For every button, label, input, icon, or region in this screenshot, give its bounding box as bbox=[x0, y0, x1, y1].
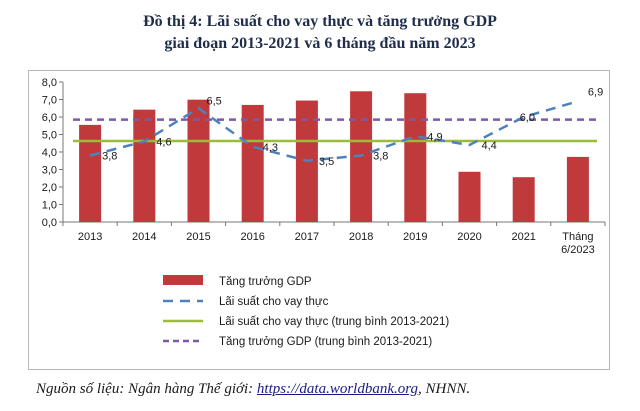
x-tick-label: 2017 bbox=[295, 231, 319, 243]
real-rate-data-label: 4,3 bbox=[263, 142, 278, 154]
x-tick-label: 2018 bbox=[349, 231, 373, 243]
y-tick-label: 6,0 bbox=[42, 112, 57, 124]
gdp-bar bbox=[458, 171, 481, 222]
y-tick-label: 3,0 bbox=[42, 165, 57, 177]
x-tick-label: 2021 bbox=[511, 231, 535, 243]
y-tick-label: 1,0 bbox=[42, 200, 57, 212]
source-link[interactable]: https://data.worldbank.org bbox=[256, 381, 419, 397]
y-tick-label: 5,0 bbox=[42, 130, 57, 142]
legend-label: Tăng trưởng GDP (trung bình 2013-2021) bbox=[219, 336, 432, 348]
gdp-bar bbox=[566, 156, 589, 222]
real-rate-data-label: 3,8 bbox=[102, 151, 117, 163]
y-tick-label: 4,0 bbox=[42, 147, 57, 159]
x-tick-label: 2019 bbox=[403, 231, 427, 243]
real-rate-data-label: 6,5 bbox=[207, 95, 222, 107]
real-rate-data-label: 4,9 bbox=[427, 131, 442, 143]
real-rate-line bbox=[89, 100, 579, 163]
source-suffix: , NHNN. bbox=[418, 381, 471, 397]
legend-swatch-gdp-bar bbox=[163, 275, 203, 285]
x-tick-label: Tháng 6/2023 bbox=[561, 231, 595, 256]
real-rate-data-label: 3,5 bbox=[319, 156, 334, 168]
legend-label: Lãi suất cho vay thực (trung bình 2013-2… bbox=[219, 316, 449, 328]
y-tick-label: 8,0 bbox=[42, 77, 57, 89]
y-tick-label: 7,0 bbox=[42, 95, 57, 107]
y-tick-label: 0,0 bbox=[42, 217, 57, 229]
real-rate-data-label: 4,4 bbox=[482, 140, 497, 152]
chart-area: 0,0 1,0 2,0 3,0 4,0 5,0 6,0 7,0 8,0 2013 2014 2015 2… bbox=[28, 70, 610, 370]
gdp-bar bbox=[512, 177, 535, 222]
gdp-bar bbox=[133, 109, 156, 222]
source-prefix: Nguồn số liệu: Ngân hàng Thế giới: bbox=[36, 381, 257, 397]
combo-chart: 0,0 1,0 2,0 3,0 4,0 5,0 6,0 7,0 8,0 2013 2014 2015 2… bbox=[42, 77, 606, 348]
real-rate-data-label: 6,0 bbox=[520, 112, 535, 124]
gdp-bar bbox=[79, 124, 102, 222]
x-tick-label: 2016 bbox=[240, 231, 264, 243]
x-tick-label: 2013 bbox=[78, 231, 102, 243]
y-tick-label: 2,0 bbox=[42, 182, 57, 194]
gdp-bar bbox=[241, 104, 264, 222]
x-tick-label: 2014 bbox=[132, 231, 156, 243]
gdp-bar bbox=[404, 93, 427, 222]
legend-label: Lãi suất cho vay thực bbox=[219, 296, 329, 308]
chart-title-line-1: Đồ thị 4: Lãi suất cho vay thực và tăng … bbox=[143, 13, 497, 30]
real-rate-data-label: 6,9 bbox=[588, 86, 603, 98]
real-rate-data-label: 4,6 bbox=[156, 137, 171, 149]
x-tick-label: 2020 bbox=[457, 231, 481, 243]
chart-title-line-2: giai đoạn 2013-2021 và 6 tháng đầu năm 2… bbox=[164, 35, 476, 52]
x-tick-label: 2015 bbox=[186, 231, 210, 243]
source-note: Nguồn số liệu: Ngân hàng Thế giới: https… bbox=[36, 381, 636, 398]
legend-label: Tăng trưởng GDP bbox=[219, 276, 312, 288]
real-rate-data-label: 3,8 bbox=[373, 151, 388, 163]
gdp-bar bbox=[187, 99, 210, 222]
